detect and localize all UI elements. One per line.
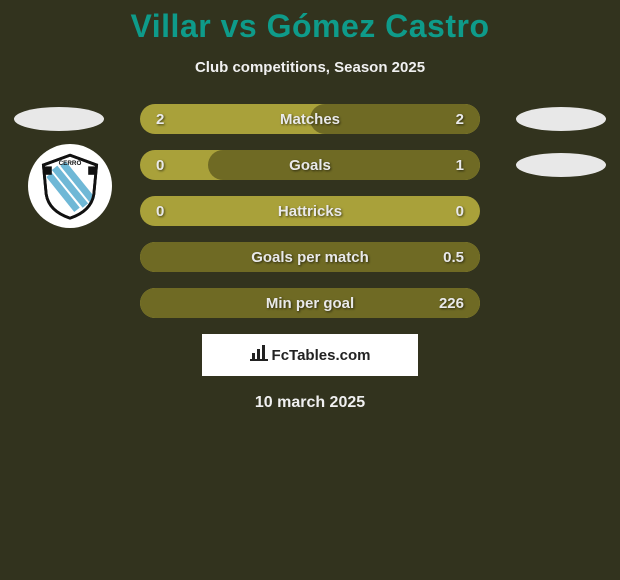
team-badge-left: [14, 107, 104, 131]
page-title: Villar vs Gómez Castro: [0, 8, 620, 45]
footer-date: 10 march 2025: [0, 394, 620, 412]
value-right: 0.5: [443, 249, 464, 266]
svg-text:CERRO: CERRO: [59, 160, 82, 167]
stat-label: Goals: [140, 157, 480, 174]
stat-row: Goals per match0.5: [0, 242, 620, 272]
value-right: 0: [456, 203, 464, 220]
stat-row: Min per goal226: [0, 288, 620, 318]
value-right: 1: [456, 157, 464, 174]
team-badge-right: [516, 107, 606, 131]
brand-text: FcTables.com: [272, 347, 371, 364]
value-right: 226: [439, 295, 464, 312]
stat-bar: Goals per match0.5: [140, 242, 480, 272]
value-right: 2: [456, 111, 464, 128]
stat-row: 0Hattricks0: [0, 196, 620, 226]
stat-bar: 0Hattricks0: [140, 196, 480, 226]
stat-bar: Min per goal226: [140, 288, 480, 318]
stats-rows: 2Matches2 CERRO 0Goals10Hattricks0Goals …: [0, 104, 620, 318]
comparison-widget: Villar vs Gómez Castro Club competitions…: [0, 0, 620, 412]
chart-icon: [250, 345, 268, 365]
stat-label: Matches: [140, 111, 480, 128]
team-badge-right: [516, 153, 606, 177]
stat-bar: 0Goals1: [140, 150, 480, 180]
stat-row: 2Matches2: [0, 104, 620, 134]
stat-bar: 2Matches2: [140, 104, 480, 134]
brand-box: FcTables.com: [202, 334, 418, 376]
stat-label: Goals per match: [140, 249, 480, 266]
stat-row: CERRO 0Goals1: [0, 150, 620, 180]
subtitle: Club competitions, Season 2025: [0, 59, 620, 76]
stat-label: Min per goal: [140, 295, 480, 312]
stat-label: Hattricks: [140, 203, 480, 220]
